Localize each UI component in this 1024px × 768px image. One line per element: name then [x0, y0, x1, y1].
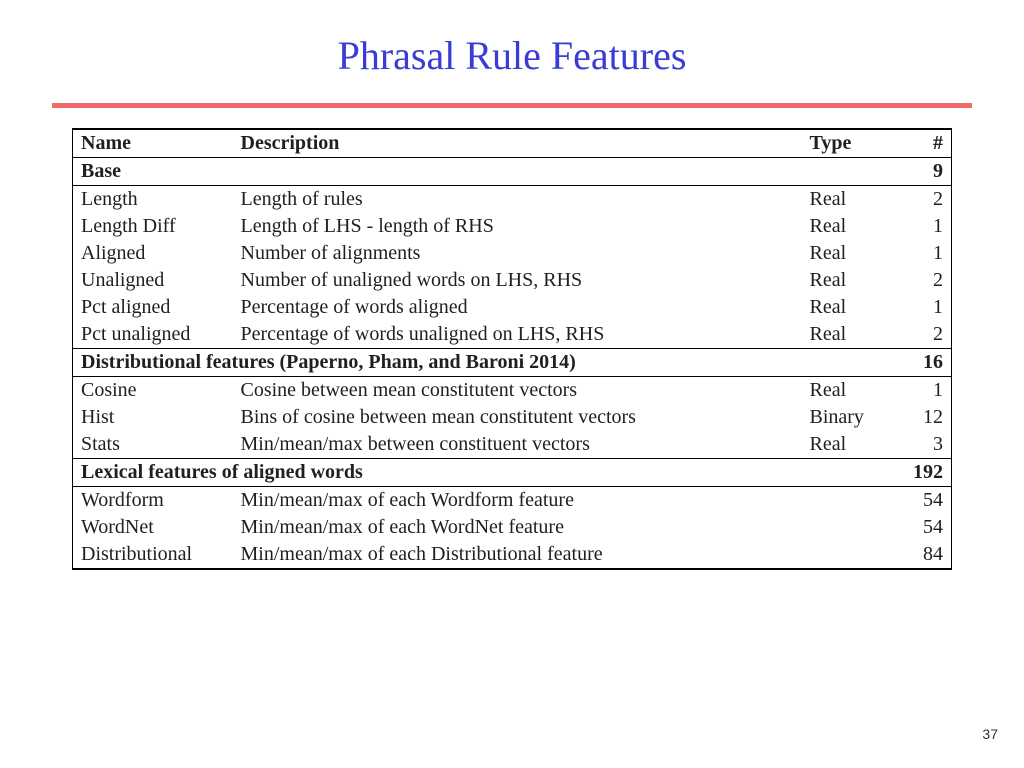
cell-type: Real: [802, 321, 902, 349]
cell-type: [802, 487, 902, 515]
cell-count: 1: [902, 213, 952, 240]
cell-type: Binary: [802, 404, 902, 431]
cell-type: Real: [802, 267, 902, 294]
cell-type: Real: [802, 431, 902, 459]
cell-name: Length: [73, 186, 233, 214]
cell-name: WordNet: [73, 514, 233, 541]
table-row: StatsMin/mean/max between constituent ve…: [73, 431, 952, 459]
cell-type: Real: [802, 213, 902, 240]
cell-name: Cosine: [73, 377, 233, 405]
section-heading: Base: [73, 158, 902, 186]
cell-name: Wordform: [73, 487, 233, 515]
cell-desc: Length of LHS - length of RHS: [233, 213, 802, 240]
cell-type: Real: [802, 186, 902, 214]
cell-desc: Number of unaligned words on LHS, RHS: [233, 267, 802, 294]
slide-title: Phrasal Rule Features: [0, 32, 1024, 79]
cell-desc: Percentage of words unaligned on LHS, RH…: [233, 321, 802, 349]
table-row: WordformMin/mean/max of each Wordform fe…: [73, 487, 952, 515]
col-header: #: [902, 129, 952, 158]
cell-count: 1: [902, 294, 952, 321]
table-row: Pct alignedPercentage of words alignedRe…: [73, 294, 952, 321]
cell-count: 2: [902, 186, 952, 214]
table-row: Length DiffLength of LHS - length of RHS…: [73, 213, 952, 240]
features-tbody: NameDescriptionType#Base9LengthLength of…: [73, 129, 952, 569]
cell-type: Real: [802, 240, 902, 267]
divider-rule: [52, 103, 972, 108]
section-count: 9: [902, 158, 952, 186]
col-header: Type: [802, 129, 902, 158]
section-header: Base9: [73, 158, 952, 186]
cell-desc: Length of rules: [233, 186, 802, 214]
cell-type: [802, 514, 902, 541]
cell-desc: Cosine between mean constitutent vectors: [233, 377, 802, 405]
cell-desc: Min/mean/max of each Wordform feature: [233, 487, 802, 515]
cell-name: Pct aligned: [73, 294, 233, 321]
table-row: WordNetMin/mean/max of each WordNet feat…: [73, 514, 952, 541]
col-header: Name: [73, 129, 233, 158]
table-row: CosineCosine between mean constitutent v…: [73, 377, 952, 405]
cell-count: 54: [902, 487, 952, 515]
cell-name: Pct unaligned: [73, 321, 233, 349]
cell-count: 2: [902, 267, 952, 294]
cell-name: Unaligned: [73, 267, 233, 294]
cell-count: 3: [902, 431, 952, 459]
cell-desc: Bins of cosine between mean constitutent…: [233, 404, 802, 431]
cell-desc: Percentage of words aligned: [233, 294, 802, 321]
cell-desc: Min/mean/max of each Distributional feat…: [233, 541, 802, 569]
cell-type: Real: [802, 377, 902, 405]
cell-count: 84: [902, 541, 952, 569]
cell-name: Aligned: [73, 240, 233, 267]
cell-name: Length Diff: [73, 213, 233, 240]
cell-count: 2: [902, 321, 952, 349]
section-heading: Distributional features (Paperno, Pham, …: [73, 349, 902, 377]
table-row: UnalignedNumber of unaligned words on LH…: [73, 267, 952, 294]
cell-count: 1: [902, 377, 952, 405]
cell-desc: Number of alignments: [233, 240, 802, 267]
cell-count: 1: [902, 240, 952, 267]
section-heading: Lexical features of aligned words: [73, 459, 902, 487]
table-row: HistBins of cosine between mean constitu…: [73, 404, 952, 431]
cell-count: 54: [902, 514, 952, 541]
page-number: 37: [982, 726, 998, 742]
cell-name: Hist: [73, 404, 233, 431]
slide: Phrasal Rule Features NameDescriptionTyp…: [0, 0, 1024, 768]
table-row: Pct unalignedPercentage of words unalign…: [73, 321, 952, 349]
cell-desc: Min/mean/max of each WordNet feature: [233, 514, 802, 541]
cell-name: Stats: [73, 431, 233, 459]
section-header: Distributional features (Paperno, Pham, …: [73, 349, 952, 377]
cell-desc: Min/mean/max between constituent vectors: [233, 431, 802, 459]
features-table-wrap: NameDescriptionType#Base9LengthLength of…: [72, 128, 952, 570]
col-header: Description: [233, 129, 802, 158]
cell-type: Real: [802, 294, 902, 321]
section-header: Lexical features of aligned words192: [73, 459, 952, 487]
table-row: DistributionalMin/mean/max of each Distr…: [73, 541, 952, 569]
table-header: NameDescriptionType#: [73, 129, 952, 158]
table-row: AlignedNumber of alignmentsReal1: [73, 240, 952, 267]
cell-type: [802, 541, 902, 569]
cell-count: 12: [902, 404, 952, 431]
section-count: 16: [902, 349, 952, 377]
cell-name: Distributional: [73, 541, 233, 569]
section-count: 192: [902, 459, 952, 487]
table-row: LengthLength of rulesReal2: [73, 186, 952, 214]
features-table: NameDescriptionType#Base9LengthLength of…: [72, 128, 952, 570]
